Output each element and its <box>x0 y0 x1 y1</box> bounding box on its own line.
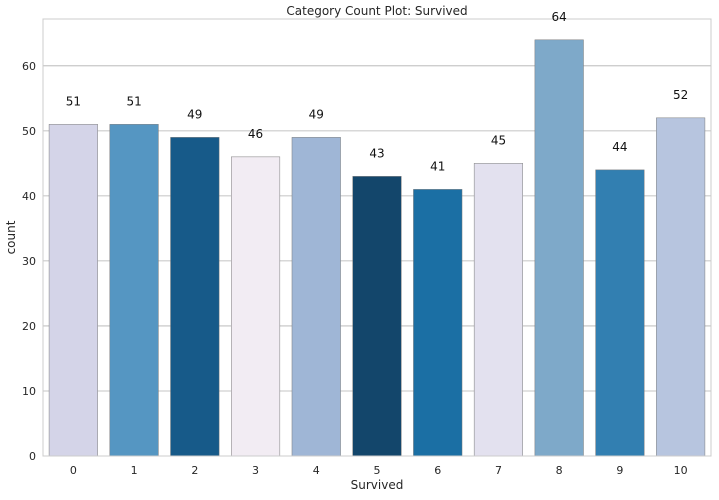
data-label: 44 <box>612 140 627 154</box>
y-tick-label: 60 <box>22 60 36 73</box>
data-label: 51 <box>126 94 141 108</box>
bar-5 <box>352 176 402 457</box>
bar-8 <box>534 39 584 457</box>
x-tick-label: 9 <box>616 464 623 477</box>
data-labels: 51 51 49 46 49 43 41 45 64 44 52 <box>66 10 689 174</box>
x-tick-label: 0 <box>70 464 77 477</box>
x-tick-label: 7 <box>495 464 502 477</box>
y-tick-label: 10 <box>22 385 36 398</box>
x-tick-label: 8 <box>556 464 563 477</box>
bar-2 <box>170 137 220 457</box>
data-label: 43 <box>369 146 384 160</box>
bar-7 <box>473 163 523 457</box>
y-axis-label: count <box>4 220 18 254</box>
y-tick-labels: 0 10 20 30 40 50 60 <box>22 60 36 463</box>
data-label: 45 <box>491 133 506 147</box>
y-tick-label: 20 <box>22 320 36 333</box>
bar-9 <box>595 169 645 457</box>
data-label: 49 <box>187 107 202 121</box>
x-tick-label: 2 <box>191 464 198 477</box>
bar-0 <box>48 124 98 457</box>
bar-6 <box>413 189 463 457</box>
x-tick-label: 6 <box>434 464 441 477</box>
x-tick-label: 1 <box>131 464 138 477</box>
data-label: 49 <box>309 107 324 121</box>
x-tick-label: 3 <box>252 464 259 477</box>
x-tick-label: 10 <box>674 464 688 477</box>
data-label: 52 <box>673 88 688 102</box>
plot-frame <box>42 18 712 457</box>
x-tick-labels: 0 1 2 3 4 5 6 7 8 9 10 <box>70 464 688 477</box>
data-label: 46 <box>248 127 263 141</box>
bar-10 <box>656 117 706 457</box>
bar-4 <box>291 137 341 457</box>
data-label: 51 <box>66 94 81 108</box>
bar-1 <box>109 124 159 457</box>
x-axis-label: Survived <box>351 478 404 492</box>
y-tick-label: 40 <box>22 190 36 203</box>
bar-3 <box>231 156 281 457</box>
bars <box>48 39 706 457</box>
y-tick-label: 0 <box>29 450 36 463</box>
y-tick-label: 50 <box>22 125 36 138</box>
y-tick-label: 30 <box>22 255 36 268</box>
chart-title: Category Count Plot: Survived <box>286 4 467 18</box>
data-label: 64 <box>552 10 567 24</box>
x-tick-label: 4 <box>313 464 320 477</box>
x-tick-label: 5 <box>374 464 381 477</box>
data-label: 41 <box>430 159 445 173</box>
